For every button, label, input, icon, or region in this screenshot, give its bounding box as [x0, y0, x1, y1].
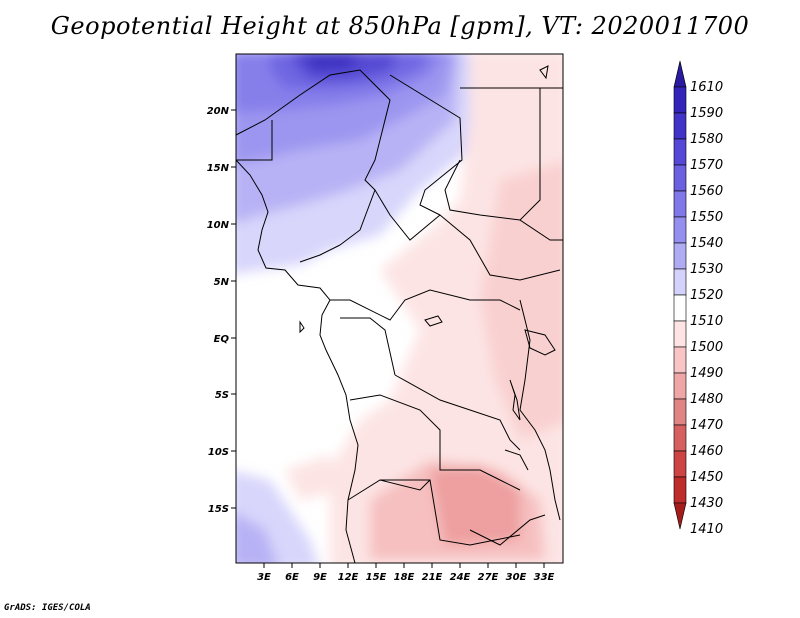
colorbar-swatch	[673, 372, 687, 400]
colorbar: 1610 1590 1580 1570 1560 1550 1540 1530 1520 1510…	[673, 60, 723, 537]
colorbar-label: 1520	[690, 288, 723, 303]
colorbar-label: 1590	[690, 106, 723, 121]
lat-tick-label: 20N	[207, 106, 230, 117]
colorbar-swatch	[673, 450, 687, 478]
lat-tick-label: 10N	[207, 220, 230, 231]
map-panel	[236, 54, 563, 563]
colorbar-swatch	[673, 320, 687, 348]
colorbar-label: 1510	[690, 314, 723, 329]
colorbar-label: 1470	[690, 418, 723, 433]
colorbar-label: 1570	[690, 158, 723, 173]
footer-credit: GrADS: IGES/COLA	[4, 603, 91, 613]
lat-axis: 20N 15N 10N 5N EQ 5S 10S 15S	[207, 106, 236, 515]
colorbar-swatch	[673, 424, 687, 452]
lon-tick-label: 24E	[450, 572, 471, 583]
lon-tick-label: 18E	[394, 572, 415, 583]
colorbar-swatch	[673, 398, 687, 426]
colorbar-label: 1410	[690, 522, 723, 537]
lon-tick-label: 6E	[285, 572, 299, 583]
colorbar-swatch	[673, 164, 687, 192]
colorbar-label: 1580	[690, 132, 723, 147]
colorbar-swatch	[673, 346, 687, 374]
colorbar-label: 1550	[690, 210, 723, 225]
lat-tick-label: EQ	[214, 334, 230, 345]
lon-tick-label: 33E	[534, 572, 555, 583]
colorbar-swatch	[673, 190, 687, 218]
colorbar-swatch	[673, 216, 687, 244]
colorbar-label: 1610	[690, 80, 723, 95]
lon-tick-label: 30E	[506, 572, 527, 583]
lat-tick-label: 15N	[207, 163, 230, 174]
plot-title: Geopotential Height at 850hPa [gpm], VT:…	[50, 12, 750, 40]
map-frame	[235, 53, 564, 564]
lon-tick-label: 9E	[313, 572, 327, 583]
colorbar-label: 1560	[690, 184, 723, 199]
colorbar-label: 1500	[690, 340, 723, 355]
lat-tick-label: 10S	[208, 447, 229, 458]
colorbar-swatch	[673, 294, 687, 322]
lat-tick-label: 15S	[208, 504, 229, 515]
colorbar-label: 1450	[690, 470, 723, 485]
colorbar-swatch	[673, 268, 687, 296]
lat-tick-label: 5S	[215, 390, 229, 401]
lon-axis: 3E 6E 9E 12E 15E 18E 21E 24E 27E 30E 33E	[257, 563, 555, 583]
height-shading	[236, 54, 563, 563]
colorbar-swatch	[673, 112, 687, 140]
colorbar-arrow-top	[673, 60, 687, 88]
colorbar-swatch	[673, 242, 687, 270]
lon-tick-label: 3E	[257, 572, 271, 583]
political-boundaries	[236, 65, 563, 563]
colorbar-label: 1430	[690, 496, 723, 511]
colorbar-label: 1540	[690, 236, 723, 251]
colorbar-label: 1460	[690, 444, 723, 459]
lon-tick-label: 21E	[422, 572, 443, 583]
colorbar-swatch	[673, 86, 687, 114]
colorbar-label: 1480	[690, 392, 723, 407]
colorbar-label: 1490	[690, 366, 723, 381]
colorbar-swatch	[673, 476, 687, 504]
colorbar-arrow-bottom	[673, 502, 687, 530]
lon-tick-label: 12E	[338, 572, 359, 583]
colorbar-label: 1530	[690, 262, 723, 277]
colorbar-swatch	[673, 138, 687, 166]
lat-tick-label: 5N	[214, 277, 230, 288]
lon-tick-label: 27E	[478, 572, 499, 583]
lon-tick-label: 15E	[366, 572, 387, 583]
